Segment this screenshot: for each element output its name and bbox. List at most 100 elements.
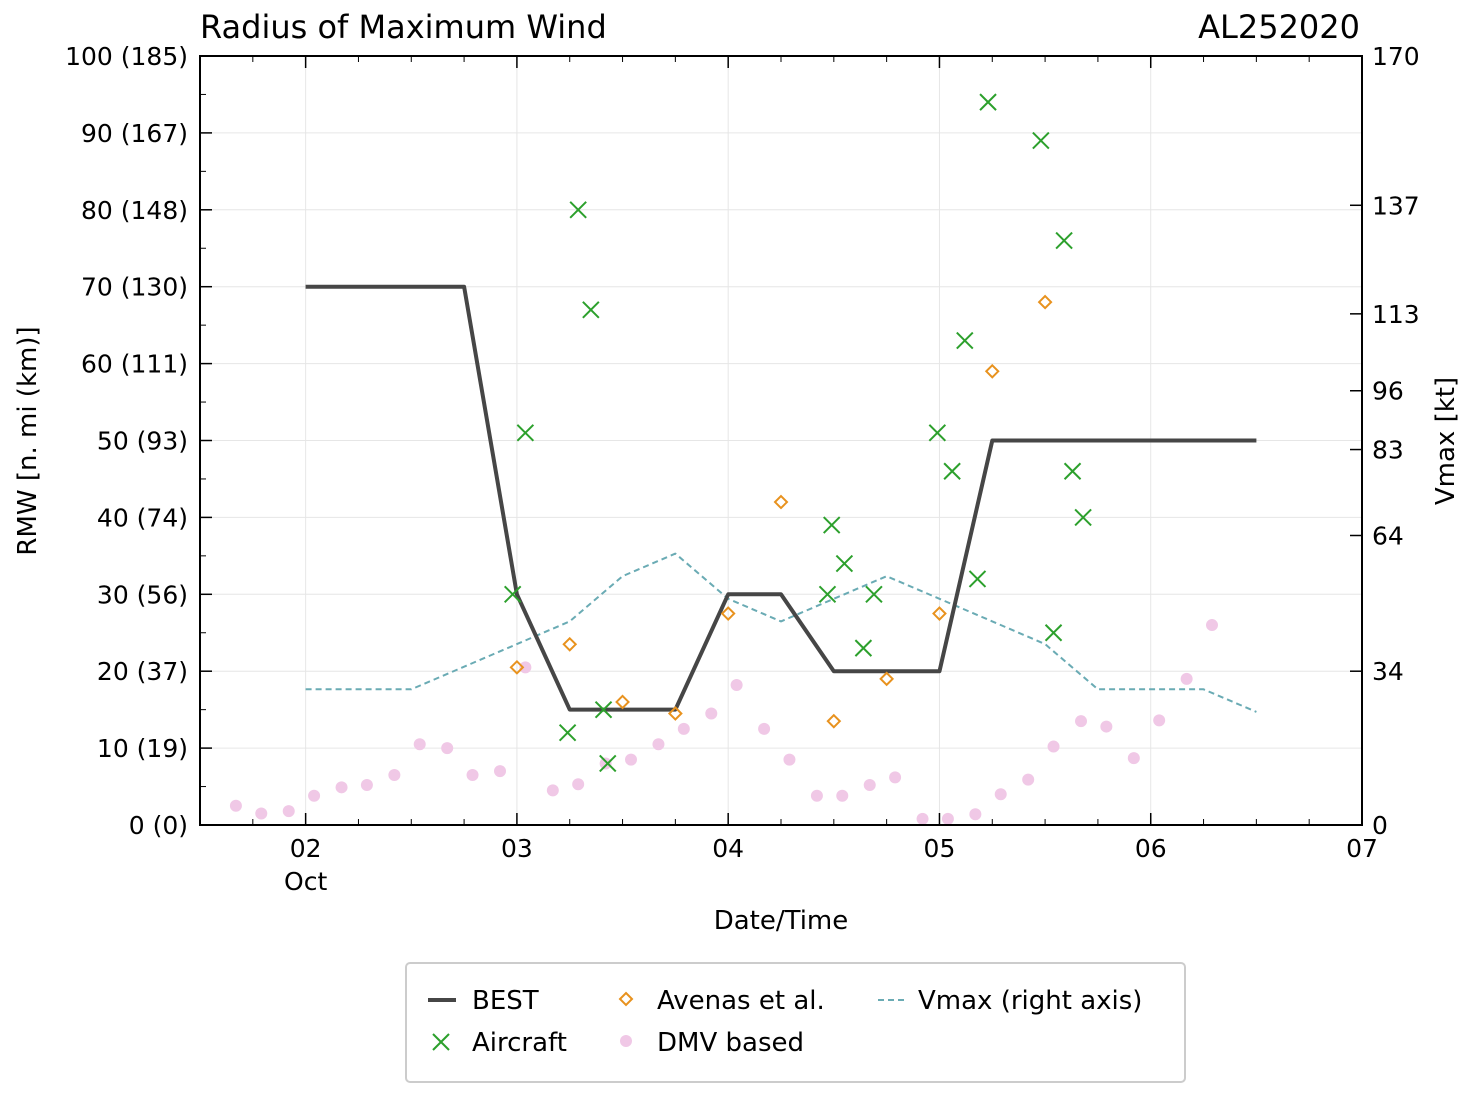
- dmv-marker-31: [1047, 740, 1060, 753]
- aircraft-marker-15: [968, 570, 987, 588]
- dmv-marker-21: [783, 753, 796, 766]
- y-tick-label-10: 100 (185): [65, 42, 188, 71]
- dmv-marker-8: [441, 742, 454, 755]
- legend-avenas-swatch: [618, 991, 634, 1007]
- avenas-marker-3: [667, 706, 683, 721]
- series-avenas: [509, 294, 1053, 729]
- x-axis-label: Date/Time: [714, 906, 849, 936]
- aircraft-marker-14: [956, 331, 974, 350]
- dmv-marker-27: [941, 812, 954, 825]
- aircraft-marker-21: [1074, 508, 1092, 527]
- aircraft-marker-1: [516, 424, 535, 442]
- dmv-marker-13: [572, 778, 585, 791]
- aircraft-marker-2: [558, 724, 577, 742]
- dmv-marker-3: [308, 789, 321, 802]
- dmv-marker-15: [624, 753, 637, 766]
- y-tick-label-2: 20 (37): [97, 657, 188, 686]
- y2-axis-label: Vmax [kt]: [1431, 377, 1461, 505]
- x-tick-label-2: 04: [712, 834, 744, 863]
- aircraft-marker-19: [1055, 231, 1073, 250]
- dmv-marker-26: [916, 812, 929, 825]
- dmv-marker-1: [255, 807, 268, 820]
- avenas-marker-7: [879, 671, 895, 687]
- aircraft-marker-18: [1044, 624, 1063, 642]
- dmv-marker-9: [466, 769, 479, 782]
- legend-frame: [405, 962, 1186, 1083]
- avenas-marker-0: [509, 659, 525, 675]
- dmv-marker-14: [599, 757, 612, 770]
- dmv-marker-23: [836, 789, 849, 802]
- dmv-marker-29: [994, 788, 1007, 801]
- series-best: [305, 284, 1257, 712]
- y-tick-label-7: 70 (130): [81, 273, 188, 302]
- dmv-marker-22: [810, 789, 823, 802]
- legend-vmax-label: Vmax (right axis): [918, 986, 1142, 1016]
- legend-aircraft-label: Aircraft: [472, 1028, 567, 1058]
- aircraft-marker-13: [943, 462, 961, 480]
- dmv-marker-18: [705, 707, 718, 720]
- y-axis-label: RMW [n. mi (km)]: [13, 326, 43, 555]
- x-tick-label-1: 03: [501, 834, 533, 863]
- best-line: [305, 284, 1257, 712]
- legend-dmv-swatch: [620, 1035, 632, 1047]
- series-aircraft: [503, 93, 1092, 773]
- dmv-marker-25: [889, 771, 902, 784]
- dmv-marker-34: [1127, 752, 1140, 765]
- dmv-marker-32: [1075, 715, 1088, 728]
- legend-avenas-label: Avenas et al.: [657, 986, 825, 1016]
- x-tick-label-4: 06: [1135, 834, 1167, 863]
- aircraft-marker-10: [854, 639, 873, 657]
- dmv-marker-28: [969, 808, 982, 821]
- axis-ticks: 02 Oct 03 04 05 06 07 0 (0) 10 (19) 20 (37) 30 (56…: [65, 42, 1420, 896]
- dmv-marker-12: [546, 784, 559, 797]
- dmv-marker-20: [758, 722, 771, 735]
- y2-tick-label-5: 113: [1372, 300, 1420, 329]
- y-tick-label-5: 50 (93): [97, 427, 188, 456]
- aircraft-marker-4: [582, 301, 600, 319]
- avenas-marker-4: [720, 606, 736, 621]
- x-tick-sublabel-0: Oct: [284, 867, 327, 896]
- aircraft-marker-20: [1063, 462, 1082, 480]
- series-dmv: [229, 619, 1218, 825]
- dmv-marker-16: [652, 738, 665, 751]
- dmv-marker-30: [1022, 773, 1035, 786]
- y-tick-label-9: 90 (167): [81, 119, 188, 148]
- y2-tick-label-2: 64: [1372, 521, 1404, 550]
- aircraft-marker-12: [928, 424, 947, 442]
- dmv-marker-6: [388, 769, 401, 782]
- dmv-marker-35: [1153, 714, 1166, 727]
- y-tick-label-8: 80 (148): [81, 196, 188, 225]
- dmv-marker-10: [494, 765, 507, 778]
- legend-dmv-label: DMV based: [657, 1028, 804, 1058]
- avenas-marker-1: [562, 636, 578, 652]
- dmv-marker-19: [730, 679, 743, 692]
- dmv-marker-5: [360, 779, 373, 792]
- dmv-marker-2: [282, 805, 295, 818]
- x-tick-label-0: 02: [290, 834, 322, 863]
- dmv-marker-33: [1100, 720, 1113, 733]
- y-tick-label-3: 30 (56): [97, 580, 188, 609]
- avenas-marker-5: [773, 494, 789, 510]
- y2-tick-label-1: 34: [1372, 657, 1404, 686]
- x-tick-label-3: 05: [924, 834, 956, 863]
- dmv-marker-24: [863, 779, 876, 792]
- aircraft-marker-9: [835, 554, 854, 573]
- legend-aircraft-swatch: [432, 1033, 450, 1051]
- vmax-line: [305, 552, 1257, 713]
- y2-tick-label-7: 170: [1372, 42, 1420, 71]
- y-tick-label-6: 60 (111): [81, 350, 188, 379]
- aircraft-marker-17: [1032, 131, 1050, 150]
- avenas-marker-8: [932, 606, 947, 621]
- y2-tick-label-6: 137: [1372, 191, 1420, 220]
- legend: BEST Aircraft Avenas et al. DMV based Vm…: [405, 962, 1186, 1083]
- dmv-marker-37: [1205, 619, 1218, 632]
- avenas-marker-2: [615, 694, 630, 710]
- aircraft-marker-11: [865, 585, 883, 604]
- avenas-marker-9: [984, 363, 1000, 379]
- y-tick-label-1: 10 (19): [97, 734, 188, 763]
- avenas-marker-10: [1037, 294, 1053, 310]
- aircraft-marker-7: [818, 585, 837, 604]
- y2-tick-label-0: 0: [1372, 811, 1388, 840]
- aircraft-marker-0: [503, 585, 522, 604]
